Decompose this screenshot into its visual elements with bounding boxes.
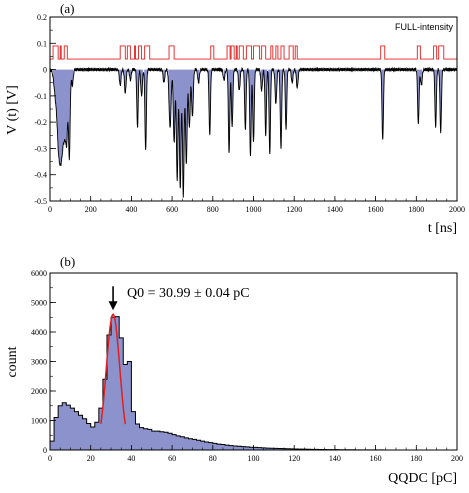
histogram-bin (233, 446, 237, 450)
y-tick-label: -0.5 (34, 197, 47, 206)
histogram-bin (127, 362, 131, 451)
y-tick-label: 2000 (31, 387, 47, 396)
histogram-bin (164, 432, 168, 450)
y-tick-label: 1000 (31, 417, 47, 426)
y-axis-ticks-b: 0 1000 2000 3000 4000 5000 6000 (31, 269, 56, 455)
x-tick-label: 600 (166, 205, 178, 214)
x-tick-label: 60 (168, 454, 176, 463)
histogram-bin (70, 408, 74, 450)
histogram-bin (95, 422, 99, 450)
y-tick-label: 3000 (31, 358, 47, 367)
histogram-bin (192, 439, 196, 450)
histogram-bin (140, 428, 144, 450)
y-tick-label: 5000 (31, 299, 47, 308)
histogram-bin (213, 443, 217, 450)
x-tick-label: 40 (127, 454, 135, 463)
y-tick-label: -0.1 (34, 92, 47, 101)
y-tick-label: 0 (43, 66, 47, 75)
y-tick-label: -0.4 (34, 171, 47, 180)
y-axis-title-a: V (t) [V] (5, 85, 20, 135)
peak-annotation: Q0 = 30.99 ± 0.04 pC (127, 286, 250, 301)
x-tick-label: 1400 (327, 205, 343, 214)
y-tick-label: 4000 (31, 328, 47, 337)
histogram-bin (91, 427, 95, 450)
histogram-bin (58, 406, 62, 450)
histogram-bin (184, 438, 188, 450)
panel-label-a: (a) (60, 1, 74, 16)
x-tick-label: 200 (451, 454, 463, 463)
y-tick-label: -0.3 (34, 144, 47, 153)
x-tick-label: 1600 (368, 205, 384, 214)
histogram-bin (168, 433, 172, 450)
panel-label-b: (b) (60, 254, 75, 269)
gate-step-line (50, 46, 457, 59)
y-axis-title-b: count (5, 346, 20, 377)
y-axis-ticks: 0.2 0.1 0 -0.1 -0.2 -0.3 -0.4 -0.5 (34, 13, 56, 206)
x-tick-label: 160 (370, 454, 382, 463)
histogram-bin (87, 423, 91, 450)
histogram-bin (62, 403, 66, 450)
x-axis-title-b: QQDC [pC] (388, 471, 457, 486)
histogram-bin (135, 424, 139, 450)
histogram-bin (148, 429, 152, 450)
peak-arrow-head (109, 301, 118, 310)
integrated-area (53, 70, 444, 198)
gate-signal (50, 46, 457, 59)
histogram-bin (160, 432, 164, 450)
x-tick-label: 0 (48, 205, 52, 214)
x-tick-label: 120 (288, 454, 300, 463)
y-tick-label: 0.2 (37, 13, 47, 22)
x-tick-label: 1200 (286, 205, 302, 214)
histogram-bin (229, 446, 233, 450)
histogram-bin (188, 439, 192, 450)
histogram-bin (74, 412, 78, 450)
x-tick-label: 200 (85, 205, 97, 214)
histogram-bin (131, 412, 135, 450)
histogram-bin (205, 442, 209, 450)
y-tick-label: 0.1 (37, 39, 47, 48)
x-tick-label: 180 (410, 454, 422, 463)
x-tick-label: 0 (48, 454, 52, 463)
histogram-bin (176, 436, 180, 450)
histogram-bin (83, 419, 87, 450)
histogram-bin (66, 405, 70, 450)
histogram-bin (111, 317, 115, 450)
x-tick-label: 100 (248, 454, 260, 463)
x-tick-label: 1000 (246, 205, 262, 214)
histogram-bin (50, 441, 54, 450)
x-axis-title-a: t [ns] (428, 221, 457, 236)
x-tick-label: 2000 (449, 205, 465, 214)
histogram-bin (225, 445, 229, 450)
y-tick-label: 0 (43, 446, 47, 455)
peak-arrow (109, 286, 118, 310)
histogram-bin (152, 431, 156, 450)
panel-a-waveform: 0 200 400 600 800 1000 1200 1400 1600 1800 2000 0.… (5, 1, 465, 236)
intensity-label: FULL-intensity (395, 22, 454, 32)
histogram-bin (209, 443, 213, 450)
histogram-bin (237, 446, 241, 450)
histogram-bin (172, 435, 176, 450)
x-tick-label: 800 (207, 205, 219, 214)
x-tick-label: 140 (329, 454, 341, 463)
y-axis-title-a-text: V (t) [V] (5, 85, 20, 135)
x-tick-label: 1800 (408, 205, 424, 214)
y-tick-label: 6000 (31, 269, 47, 278)
histogram-bin (78, 415, 82, 450)
panel-b-histogram: 0 20 40 60 80 100 120 140 160 180 200 0 1000 2000 300… (5, 254, 463, 486)
x-axis-ticks: 0 200 400 600 800 1000 1200 1400 1600 1800 2000 (48, 196, 465, 214)
histogram-bin (54, 418, 58, 450)
histogram-bin (217, 444, 221, 450)
x-tick-label: 20 (87, 454, 95, 463)
histogram-bin (156, 431, 160, 450)
x-tick-label: 80 (209, 454, 217, 463)
histogram-bin (197, 440, 201, 450)
x-tick-label: 400 (125, 205, 137, 214)
y-tick-label: -0.2 (34, 118, 47, 127)
histogram-bin (144, 429, 148, 450)
